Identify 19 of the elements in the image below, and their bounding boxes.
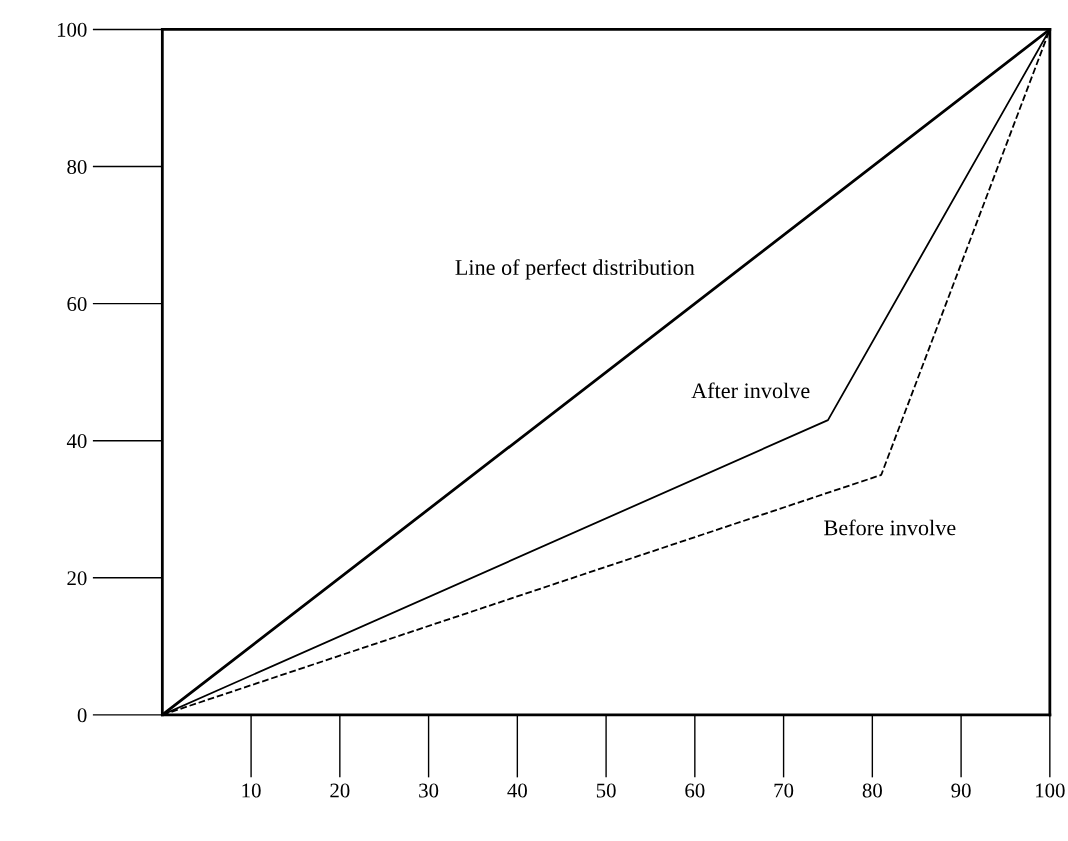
x-tick-label: 20 [330,783,350,798]
x-tick-label: 50 [596,783,616,798]
series-label: Line of perfect distribution [455,259,695,280]
x-tick-label: 80 [862,783,882,798]
y-tick-label: 100 [57,22,87,37]
x-tick-label: 70 [774,783,794,798]
y-tick-label: 40 [66,434,87,449]
x-tick-label: 90 [951,783,971,798]
y-tick-label: 20 [67,571,87,586]
x-tick-label: 60 [685,783,705,798]
y-tick-label: 80 [67,159,87,174]
x-tick-label: 30 [419,783,439,798]
y-tick-label: 0 [77,708,87,723]
series-label: Before involve [824,519,956,536]
x-tick-label: 10 [242,783,261,798]
x-tick-label: 40 [507,783,527,798]
y-tick-label: 60 [67,296,87,312]
x-tick-label: 100 [1036,783,1065,798]
series-label: After involve [691,382,810,399]
